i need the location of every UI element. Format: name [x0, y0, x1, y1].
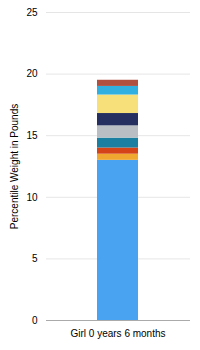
svg-text:5: 5 — [32, 253, 38, 264]
svg-text:Percentile Weight in Pounds: Percentile Weight in Pounds — [9, 104, 20, 229]
svg-text:15: 15 — [26, 130, 38, 141]
svg-text:10: 10 — [26, 192, 38, 203]
svg-text:20: 20 — [26, 68, 38, 79]
svg-text:25: 25 — [26, 7, 38, 18]
svg-text:Girl 0 years 6 months: Girl 0 years 6 months — [70, 328, 165, 339]
svg-text:0: 0 — [32, 315, 38, 326]
